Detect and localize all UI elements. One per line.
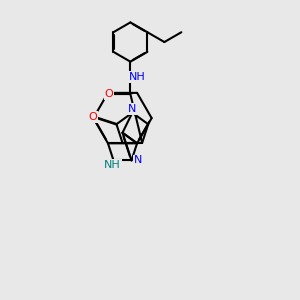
Text: N: N — [128, 104, 136, 114]
Text: NH: NH — [104, 160, 121, 170]
Text: N: N — [134, 155, 142, 165]
Text: NH: NH — [129, 72, 146, 82]
Text: O: O — [89, 112, 98, 122]
Text: O: O — [105, 89, 113, 99]
